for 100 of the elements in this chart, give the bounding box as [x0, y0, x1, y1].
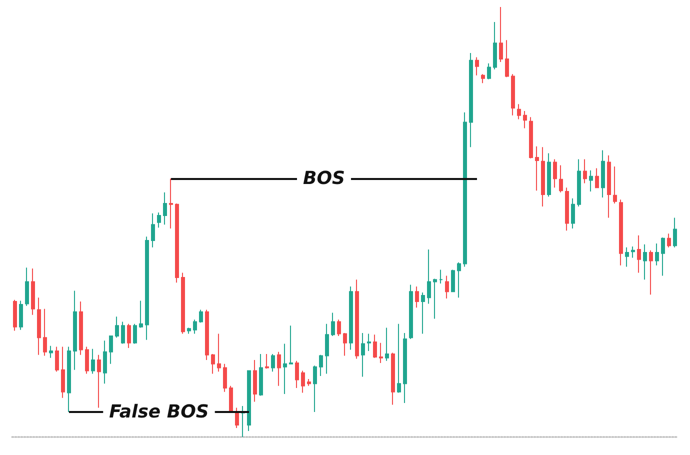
candlestick	[205, 309, 209, 361]
candlestick	[439, 269, 443, 284]
candlestick	[373, 334, 377, 358]
candlestick	[109, 335, 113, 364]
candlestick	[265, 354, 269, 370]
candlestick	[487, 62, 491, 80]
candlestick	[133, 323, 137, 344]
candlestick	[289, 325, 293, 364]
ref-line-label: False BOS	[109, 402, 209, 423]
candlestick	[157, 212, 161, 228]
candlestick	[415, 286, 419, 308]
candlestick	[199, 309, 203, 324]
candlestick	[463, 112, 467, 268]
candlestick	[181, 272, 185, 334]
candlestick	[223, 363, 227, 392]
candlestick	[277, 351, 281, 386]
candlestick	[469, 52, 473, 148]
candlestick	[49, 345, 53, 358]
candlestick	[655, 243, 659, 266]
candlestick	[565, 187, 569, 232]
candlestick	[397, 323, 401, 394]
candlestick	[577, 158, 581, 208]
candlestick	[505, 40, 509, 78]
candlestick	[13, 299, 17, 332]
candlestick	[385, 327, 389, 362]
candlestick	[595, 168, 599, 188]
candlestick	[85, 346, 89, 374]
candlestick	[247, 370, 251, 432]
candlestick	[643, 244, 647, 280]
candlestick	[361, 332, 365, 378]
candlestick	[517, 104, 521, 120]
candlestick	[571, 198, 575, 229]
candlestick	[67, 346, 71, 413]
candlestick	[631, 246, 635, 258]
candlestick	[409, 284, 413, 340]
candlestick	[169, 178, 173, 229]
candlestick	[175, 203, 179, 284]
candlestick	[187, 327, 191, 334]
candlestick	[325, 323, 329, 374]
candlestick	[667, 233, 671, 248]
candlestick	[661, 236, 665, 276]
candlestick	[601, 150, 605, 198]
candlestick	[367, 333, 371, 352]
candlestick	[61, 346, 65, 398]
candlestick	[529, 116, 533, 159]
candlestick	[625, 246, 629, 268]
candlestick	[637, 234, 641, 274]
candlestick	[127, 323, 131, 348]
candlestick	[421, 292, 425, 334]
candlestick	[607, 154, 611, 218]
candlestick	[145, 236, 149, 340]
candlestick	[343, 332, 347, 356]
candlestick	[559, 164, 563, 193]
candlestick	[349, 286, 353, 350]
candlestick	[211, 354, 215, 374]
candlestick	[553, 158, 557, 188]
candlestick	[217, 333, 221, 372]
candlestick	[475, 56, 479, 76]
candlestick	[31, 268, 35, 316]
candlestick	[37, 297, 41, 356]
candlestick	[403, 332, 407, 404]
candlestick	[19, 300, 23, 330]
candlestick	[253, 360, 257, 402]
candlestick	[355, 279, 359, 360]
candlestick	[673, 217, 677, 248]
candlestick	[523, 110, 527, 129]
candlestick	[193, 319, 197, 334]
candlestick	[43, 308, 47, 356]
candlestick	[547, 152, 551, 198]
candlestick	[55, 346, 59, 372]
candlestick	[163, 192, 167, 226]
candlestick	[337, 319, 341, 336]
candlestick	[115, 316, 119, 338]
candlestick	[589, 170, 593, 192]
candlestick	[151, 212, 155, 248]
candlestick	[229, 385, 233, 413]
candlestick	[259, 354, 263, 396]
candlestick	[481, 74, 485, 84]
candlestick	[391, 352, 395, 406]
candlestick	[451, 269, 455, 292]
candlestick	[649, 250, 653, 296]
candlestick	[73, 290, 77, 370]
candlestick	[97, 354, 101, 408]
candlestick	[241, 406, 245, 438]
candlestick	[103, 340, 107, 384]
candlestick	[499, 6, 503, 63]
candlestick	[271, 354, 275, 372]
candlestick	[613, 166, 617, 204]
candlestick	[307, 378, 311, 386]
ref-line-label: BOS	[303, 168, 345, 190]
candlestick	[283, 343, 287, 394]
candlestick	[79, 301, 83, 356]
candlestick	[511, 74, 515, 116]
candlestick	[433, 278, 437, 320]
candlestick	[535, 146, 539, 192]
candlestick	[25, 267, 29, 306]
candlestick	[319, 354, 323, 376]
candlestick	[139, 300, 143, 328]
candlestick	[235, 407, 239, 428]
candlestick	[91, 348, 95, 374]
